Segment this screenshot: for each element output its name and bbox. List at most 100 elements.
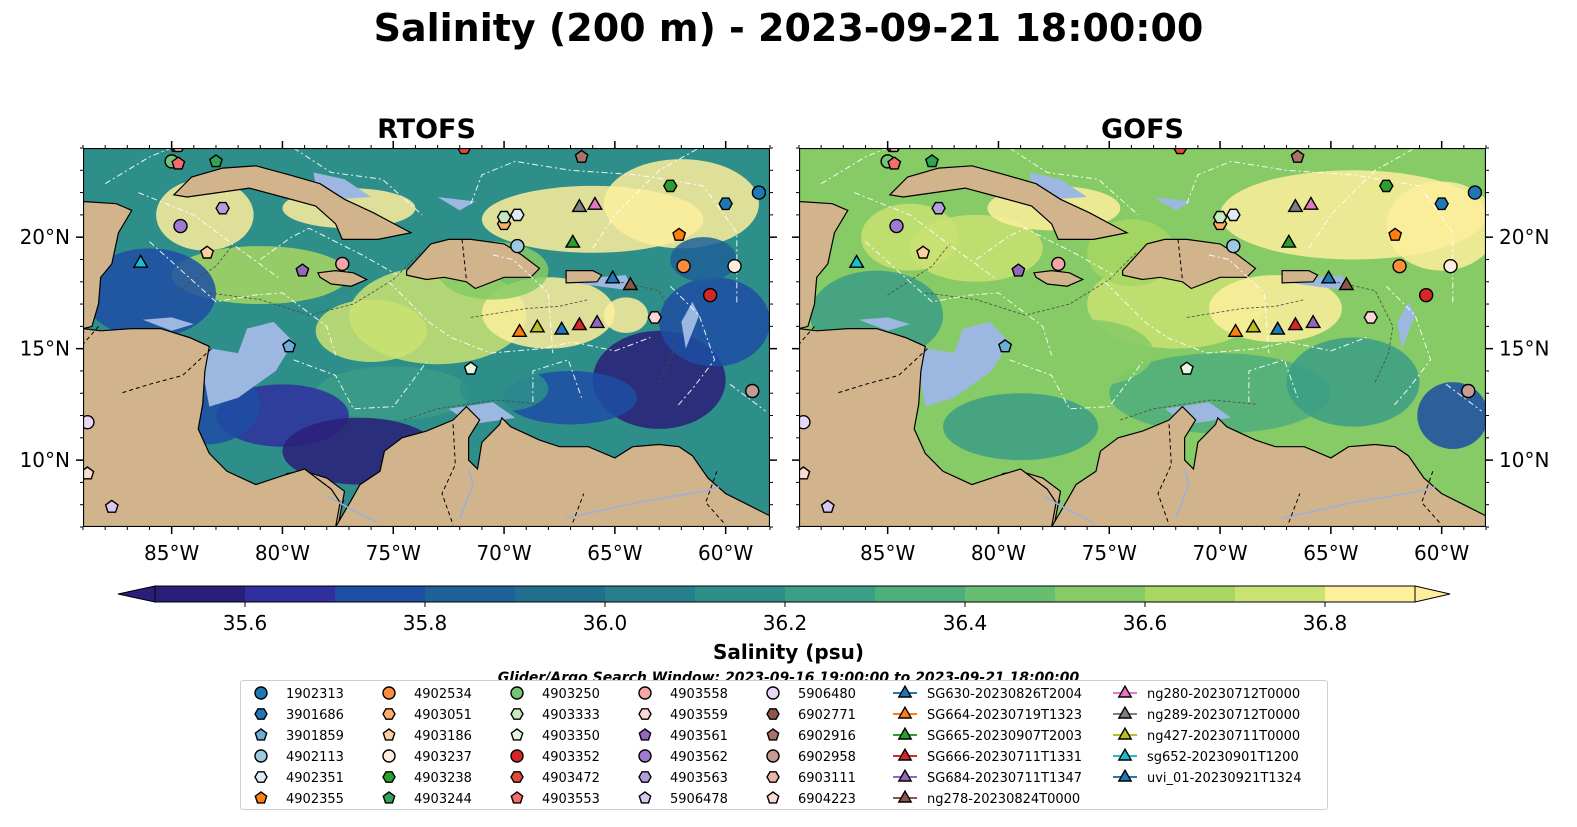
country-border	[1421, 471, 1440, 523]
salinity-feature	[670, 237, 737, 282]
obs-marker-rtofs	[751, 185, 767, 200]
eez-boundary	[669, 285, 716, 407]
obs-marker-gofs	[1378, 179, 1394, 193]
obs-marker-gofs	[1388, 227, 1403, 241]
obs-marker-rtofs	[529, 318, 546, 333]
obs-marker-gofs	[889, 218, 904, 234]
legend-label: 4903244	[414, 792, 472, 807]
obs-marker-rtofs	[171, 156, 186, 170]
legend-marker	[254, 686, 268, 700]
legend-label: 6902771	[798, 708, 856, 723]
shelf-area	[905, 321, 1010, 407]
obs-marker-rtofs	[622, 276, 639, 291]
shelf-area	[681, 301, 700, 349]
colorbar-tick-label: 36.4	[943, 611, 988, 635]
obs-marker-gofs	[924, 154, 939, 168]
legend-marker	[254, 791, 268, 804]
legend-marker	[382, 728, 396, 741]
obs-marker-rtofs	[173, 218, 188, 234]
legend-marker	[382, 686, 396, 700]
river	[1175, 468, 1190, 519]
obs-marker-gofs	[1467, 185, 1483, 200]
land	[1032, 269, 1085, 287]
legend-marker	[382, 708, 396, 720]
obs-marker-gofs	[1226, 238, 1241, 254]
obs-marker-gofs	[887, 156, 902, 170]
obs-marker-rtofs	[510, 238, 525, 254]
lon-tick-label: 75°W	[1082, 541, 1137, 565]
eez-boundary	[470, 160, 738, 305]
lat-tick-label: 20°N	[1499, 225, 1549, 249]
salinity-feature	[603, 159, 759, 249]
legend-label: ng278-20230824T0000	[927, 792, 1080, 807]
legend-marker	[510, 686, 524, 700]
colorbar-segment	[245, 586, 336, 602]
map-panel-gofs	[799, 148, 1486, 527]
legend-label: 1902313	[286, 687, 344, 702]
lon-tick-label: 80°W	[255, 541, 310, 565]
legend-label: 5906480	[798, 687, 856, 702]
legend-label: SG630-20230826T2004	[927, 687, 1082, 702]
lon-tick-label: 85°W	[144, 541, 199, 565]
legend-label: 3901859	[286, 729, 344, 744]
legend-marker	[766, 708, 780, 720]
salinity-feature	[1386, 181, 1486, 271]
lon-tick-label: 75°W	[366, 541, 421, 565]
legend-label: SG684-20230711T1347	[927, 771, 1082, 786]
legend-label: 4903237	[414, 750, 472, 765]
eez-boundary	[293, 148, 423, 216]
legend-label: 4902113	[286, 750, 344, 765]
eez-boundary	[976, 227, 1114, 276]
land	[1122, 238, 1257, 290]
colorbar-segment	[605, 586, 696, 602]
obs-marker-rtofs	[335, 256, 350, 272]
obs-marker-rtofs	[745, 383, 760, 399]
eez-boundary	[592, 148, 700, 249]
obs-marker-gofs	[1287, 198, 1304, 213]
lat-tick-label: 15°N	[20, 337, 70, 361]
lat-tick-label: 10°N	[1499, 448, 1549, 472]
legend-marker	[510, 749, 524, 763]
salinity-feature	[171, 246, 349, 305]
country-border	[836, 348, 928, 394]
obs-marker-rtofs	[672, 227, 687, 241]
country-border	[1288, 493, 1301, 523]
land	[565, 269, 603, 284]
legend-marker	[1117, 705, 1133, 719]
shelf-area	[189, 321, 294, 407]
legend-label: ng280-20230712T0000	[1147, 687, 1300, 702]
colorbar-segment	[155, 586, 246, 602]
obs-marker-rtofs	[511, 323, 528, 338]
legend-marker	[254, 708, 268, 720]
obs-marker-rtofs	[647, 311, 663, 324]
obs-marker-gofs	[1305, 314, 1322, 329]
legend-marker	[638, 708, 652, 720]
colorbar-tick-label: 35.6	[223, 611, 268, 635]
land	[406, 238, 541, 290]
legend-label: uvi_01-20230921T1324	[1147, 771, 1301, 786]
eez-boundary	[820, 148, 888, 185]
bathymetry-contour	[404, 399, 542, 421]
obs-marker-rtofs	[718, 197, 734, 211]
legend-label: SG664-20230719T1323	[927, 708, 1082, 723]
obs-marker-gofs	[931, 201, 946, 215]
eez-boundary	[104, 148, 172, 185]
obs-marker-rtofs	[589, 314, 606, 329]
land	[316, 269, 369, 287]
obs-marker-gofs	[1443, 258, 1458, 274]
legend-marker	[897, 726, 913, 740]
obs-marker-gofs	[820, 499, 835, 513]
obs-marker-gofs	[1418, 287, 1434, 303]
eez-boundary	[149, 241, 337, 356]
colorbar-segment	[695, 586, 786, 602]
obs-marker-gofs	[916, 245, 931, 259]
colorbar-tick-label: 36.2	[763, 611, 808, 635]
legend-marker	[766, 791, 780, 804]
colorbar-tick-label: 36.0	[583, 611, 628, 635]
legend-label: sg652-20230901T1200	[1147, 750, 1299, 765]
legend-label: 4903186	[414, 729, 472, 744]
salinity-feature	[315, 366, 471, 420]
legend-label: 4902355	[286, 792, 344, 807]
bathymetry-contour	[1335, 281, 1394, 383]
obs-marker-rtofs	[676, 258, 691, 274]
